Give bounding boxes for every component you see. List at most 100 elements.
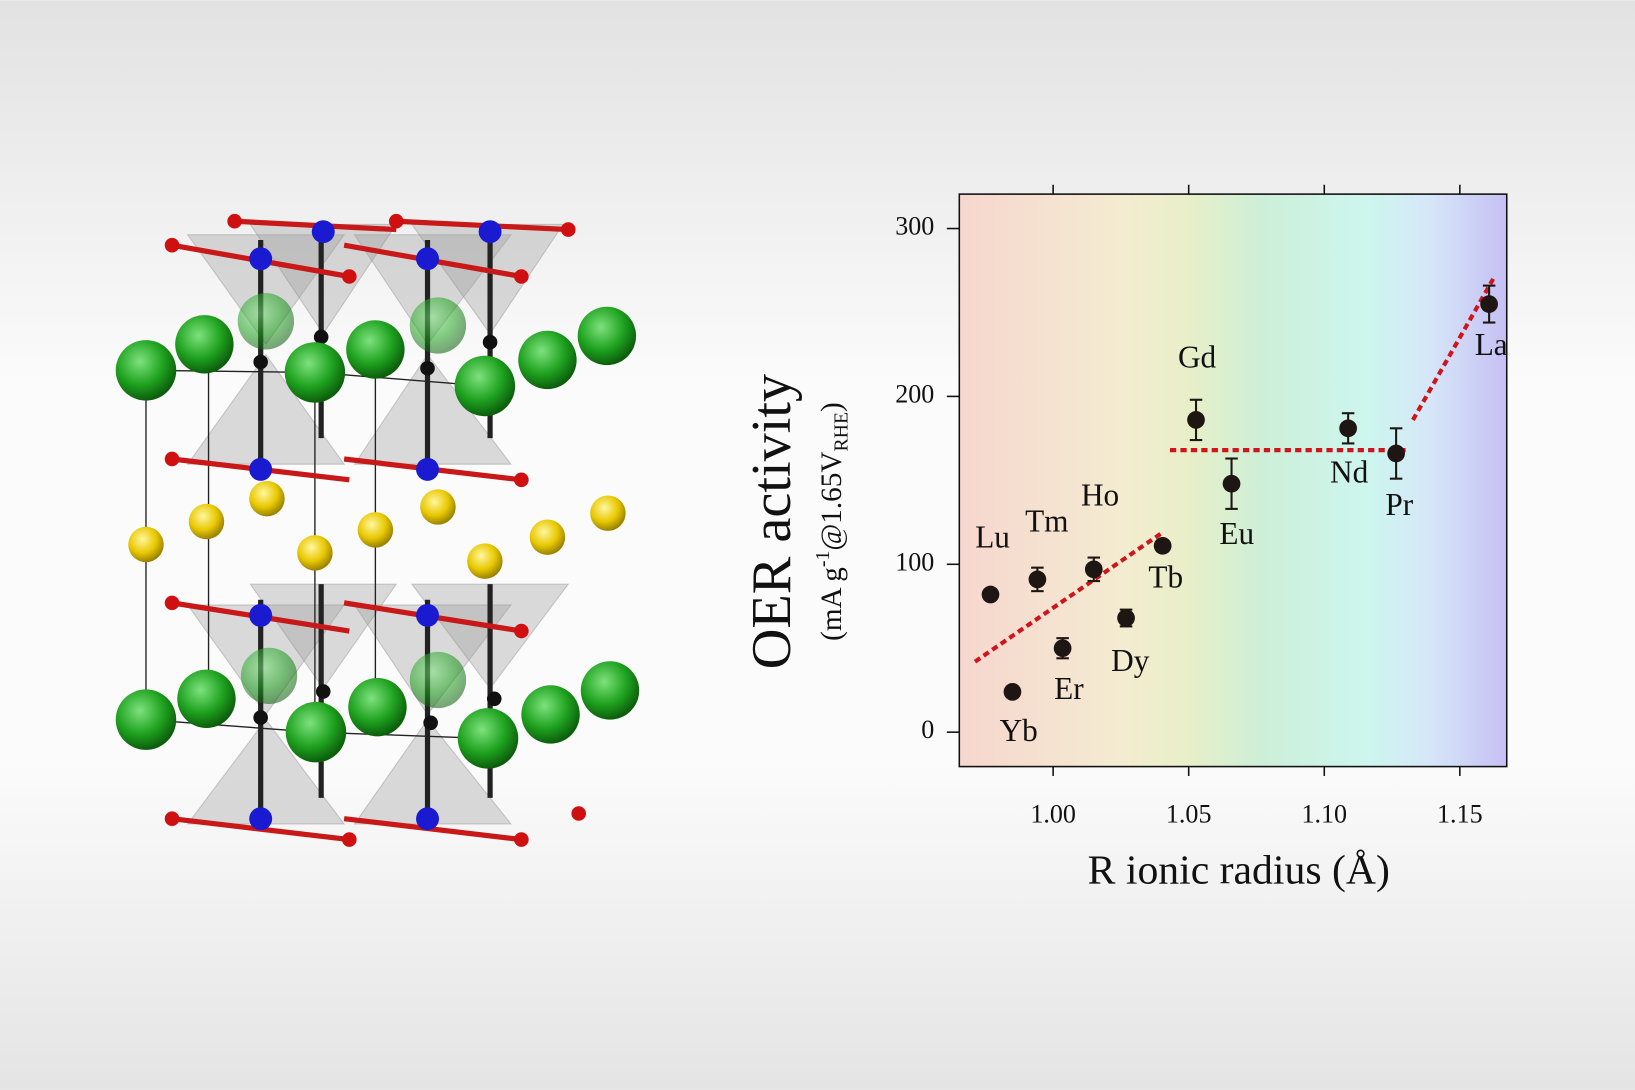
atom xyxy=(128,526,164,563)
atom xyxy=(571,806,587,821)
atom xyxy=(416,807,439,831)
atom xyxy=(342,269,357,284)
point-label: Ho xyxy=(1081,478,1119,513)
y-tick-label: 100 xyxy=(895,547,934,576)
point xyxy=(1153,536,1172,555)
oxygen-atoms xyxy=(164,213,587,847)
units-part: (mA g xyxy=(816,567,848,641)
polyhedron xyxy=(353,234,512,346)
atom xyxy=(249,247,273,271)
point-label: La xyxy=(1475,327,1508,362)
point xyxy=(1387,444,1405,463)
atom xyxy=(409,297,467,354)
point-label: Er xyxy=(1054,671,1084,706)
atom xyxy=(514,269,529,284)
atom xyxy=(164,451,180,467)
point xyxy=(1084,560,1103,579)
atom xyxy=(346,320,405,379)
units-part: @1.65V xyxy=(816,452,848,551)
atom xyxy=(188,503,225,540)
atom xyxy=(514,472,529,488)
point-label: Nd xyxy=(1330,454,1369,489)
atom xyxy=(454,355,516,417)
units-superscript: -1 xyxy=(811,551,833,568)
atom xyxy=(249,603,273,627)
atom xyxy=(284,342,346,403)
atom xyxy=(348,677,407,737)
metal-atoms xyxy=(249,220,502,831)
atom xyxy=(416,603,439,627)
atom xyxy=(164,811,180,827)
atom xyxy=(311,220,335,244)
atom xyxy=(560,222,576,237)
point-label: Tm xyxy=(1025,503,1068,538)
atom xyxy=(175,315,234,374)
atom xyxy=(227,213,242,229)
small-atoms xyxy=(253,329,502,731)
point-label: Yb xyxy=(1000,713,1038,748)
atom xyxy=(416,457,439,481)
atom xyxy=(357,512,394,548)
atom xyxy=(297,535,333,571)
point xyxy=(1003,683,1022,701)
point xyxy=(1187,411,1205,429)
atom xyxy=(388,213,404,229)
atom xyxy=(521,685,580,744)
crystal-structure xyxy=(115,213,640,847)
point-label: Tb xyxy=(1148,559,1183,594)
atom xyxy=(409,651,467,709)
atom xyxy=(514,623,529,639)
atom xyxy=(249,457,273,481)
green-atoms xyxy=(115,293,640,769)
x-tick-label: 1.00 xyxy=(1030,800,1076,829)
atom xyxy=(253,354,268,370)
point xyxy=(1053,639,1072,658)
y-tick-label: 200 xyxy=(895,379,934,408)
y-axis-title: OER activity xyxy=(741,374,803,670)
atom xyxy=(249,480,285,517)
point xyxy=(1480,295,1498,313)
atom xyxy=(577,306,637,366)
polyhedron xyxy=(186,234,346,346)
y-axis-units: (mA g-1@1.65VRHE) xyxy=(811,402,852,641)
atom xyxy=(514,832,529,847)
atom xyxy=(423,715,438,731)
units-part: ) xyxy=(816,402,848,412)
x-tick-label: 1.15 xyxy=(1437,800,1483,829)
point xyxy=(1028,570,1047,589)
atom xyxy=(416,247,439,271)
point xyxy=(981,585,1000,604)
atom xyxy=(164,595,180,611)
units-subscript: RHE xyxy=(830,412,852,452)
bond xyxy=(343,816,522,843)
y-tick-label: 300 xyxy=(895,212,934,241)
atom xyxy=(482,334,498,350)
atom xyxy=(115,689,177,750)
atom xyxy=(467,543,503,579)
x-tick-label: 1.05 xyxy=(1166,800,1212,829)
atom xyxy=(164,237,180,253)
atom xyxy=(420,360,435,376)
atom xyxy=(478,220,502,244)
x-axis-title: R ionic radius (Å) xyxy=(1088,848,1390,894)
point xyxy=(1117,609,1135,627)
point xyxy=(1339,419,1357,438)
point-label: Eu xyxy=(1219,516,1254,551)
atom xyxy=(313,329,329,345)
atom xyxy=(590,495,626,531)
atom xyxy=(240,647,298,705)
atom xyxy=(486,691,502,707)
atom xyxy=(518,330,577,390)
atom xyxy=(249,807,273,831)
trend-line xyxy=(973,530,1164,664)
x-tick-label: 1.10 xyxy=(1301,800,1347,829)
atom xyxy=(457,708,519,769)
point-label: Lu xyxy=(975,519,1010,554)
plot-frame xyxy=(958,193,1508,768)
atom xyxy=(237,293,295,350)
atom xyxy=(115,340,177,401)
yellow-atoms xyxy=(128,480,626,579)
atom xyxy=(285,701,347,763)
